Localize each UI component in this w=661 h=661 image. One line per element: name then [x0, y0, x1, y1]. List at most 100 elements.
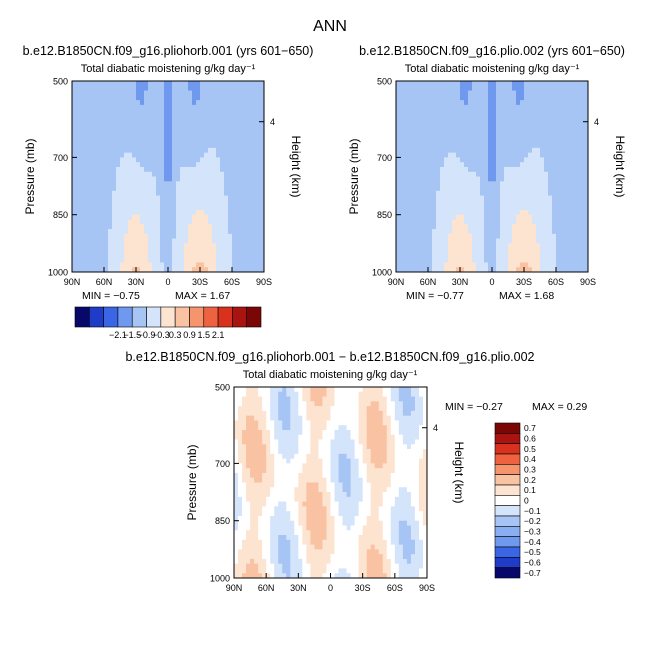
heatmap-cell	[424, 147, 429, 154]
heatmap-cell	[508, 262, 513, 268]
heatmap-cell	[152, 128, 157, 134]
heatmap-cell	[184, 176, 189, 182]
heatmap-cell	[144, 252, 149, 259]
heatmap-cell	[556, 224, 561, 230]
heatmap-cell	[84, 133, 89, 139]
heatmap-cell	[152, 123, 157, 130]
heatmap-cell	[448, 248, 453, 254]
heatmap-cell	[180, 233, 185, 239]
heatmap-cell	[120, 205, 125, 211]
heatmap-cell	[310, 496, 315, 502]
heatmap-cell	[282, 568, 287, 574]
heatmap-cell	[252, 195, 257, 201]
heatmap-cell	[330, 558, 335, 565]
heatmap-cell	[168, 224, 173, 230]
heatmap-cell	[246, 563, 251, 569]
heatmap-cell	[520, 128, 525, 134]
heatmap-cell	[112, 162, 117, 168]
heatmap-cell	[508, 133, 513, 139]
heatmap-cell	[448, 81, 453, 87]
heatmap-cell	[286, 563, 291, 569]
heatmap-cell	[500, 209, 505, 216]
heatmap-cell	[258, 439, 263, 445]
heatmap-cell	[488, 100, 493, 106]
heatmap-cell	[152, 214, 157, 220]
heatmap-cell	[244, 248, 249, 254]
heatmap-cell	[528, 209, 533, 216]
heatmap-cell	[282, 487, 287, 493]
heatmap-cell	[400, 209, 405, 216]
heatmap-cell	[568, 176, 573, 182]
heatmap-cell	[184, 200, 189, 206]
heatmap-cell	[258, 406, 263, 412]
heatmap-cell	[330, 468, 335, 474]
heatmap-cell	[252, 109, 257, 115]
heatmap-cell	[516, 190, 521, 196]
heatmap-cell	[100, 186, 105, 192]
heatmap-cell	[80, 195, 85, 201]
heatmap-cell	[456, 157, 461, 163]
heatmap-cell	[564, 162, 569, 168]
heatmap-cell	[564, 229, 569, 235]
heatmap-cell	[248, 181, 253, 187]
heatmap-cell	[476, 123, 481, 130]
heatmap-cell	[72, 224, 77, 230]
heatmap-cell	[76, 176, 81, 182]
heatmap-cell	[220, 143, 225, 149]
heatmap-cell	[100, 171, 105, 177]
heatmap-cell	[322, 568, 327, 574]
heatmap-cell	[108, 147, 113, 154]
heatmap-cell	[408, 95, 413, 101]
heatmap-cell	[208, 214, 213, 220]
heatmap-cell	[274, 492, 279, 498]
heatmap-cell	[492, 190, 497, 196]
heatmap-cell	[580, 233, 585, 239]
heatmap-cell	[236, 219, 241, 225]
heatmap-cell	[330, 434, 335, 440]
heatmap-cell	[252, 186, 257, 192]
heatmap-cell	[84, 119, 89, 125]
heatmap-cell	[532, 209, 537, 216]
heatmap-cell	[396, 186, 401, 192]
heatmap-cell	[322, 530, 327, 536]
heatmap-cell	[420, 128, 425, 134]
heatmap-cell	[440, 114, 445, 120]
heatmap-cell	[456, 104, 461, 111]
heatmap-cell	[132, 195, 137, 201]
heatmap-cell	[496, 243, 501, 249]
heatmap-cell	[136, 243, 141, 249]
heatmap-cell	[136, 214, 141, 220]
heatmap-cell	[488, 233, 493, 239]
heatmap-cell	[504, 233, 509, 239]
heatmap-cell	[100, 81, 105, 87]
heatmap-cell	[140, 181, 145, 187]
heatmap-cell	[144, 176, 149, 182]
heatmap-cell	[104, 219, 109, 225]
heatmap-cell	[274, 463, 279, 469]
heatmap-cell	[140, 128, 145, 134]
heatmap-cell	[314, 420, 319, 426]
heatmap-cell	[508, 252, 513, 259]
heatmap-cell	[492, 128, 497, 134]
heatmap-cell	[298, 449, 303, 455]
heatmap-cell	[216, 85, 221, 91]
heatmap-cell	[452, 229, 457, 235]
heatmap-cell	[492, 138, 497, 144]
heatmap-cell	[116, 90, 121, 96]
heatmap-cell	[560, 181, 565, 187]
heatmap-cell	[532, 104, 537, 111]
heatmap-cell	[456, 243, 461, 249]
heatmap-cell	[140, 262, 145, 268]
heatmap-cell	[528, 147, 533, 154]
heatmap-cell	[266, 539, 271, 545]
y-tick-label: 500	[53, 77, 68, 87]
heatmap-cell	[212, 248, 217, 254]
heatmap-cell	[112, 257, 117, 263]
heatmap-cell	[234, 573, 239, 579]
heatmap-cell	[232, 157, 237, 163]
heatmap-cell	[108, 267, 113, 273]
heatmap-cell	[480, 152, 485, 158]
heatmap-cell	[452, 248, 457, 254]
heatmap-cell	[548, 123, 553, 130]
heatmap-cell	[468, 133, 473, 139]
